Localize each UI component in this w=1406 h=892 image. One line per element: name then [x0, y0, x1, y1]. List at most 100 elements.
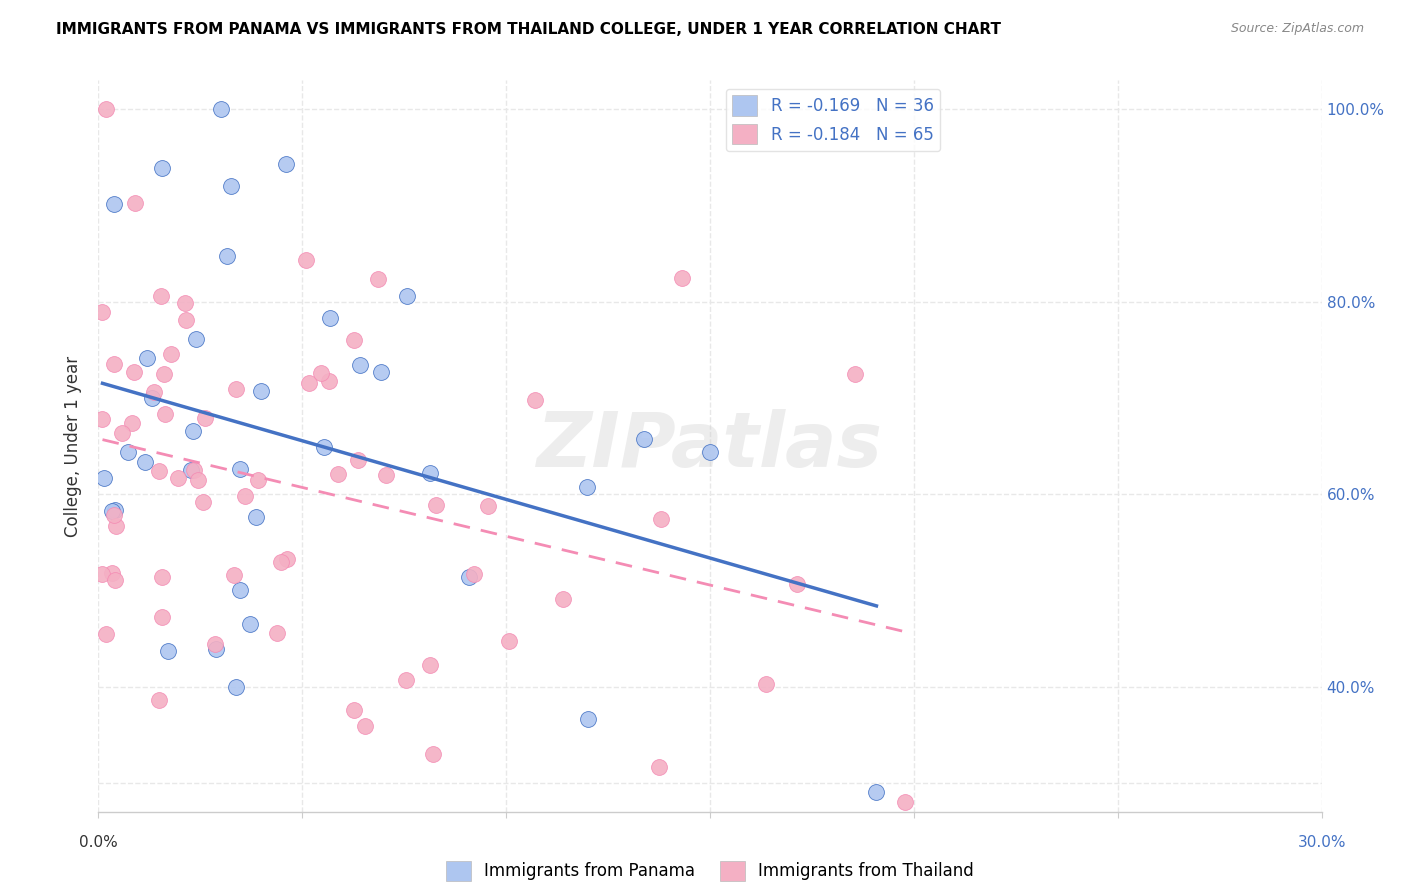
Point	[367, 272, 389, 286]
Point	[247, 473, 270, 487]
Point	[395, 289, 418, 303]
Point	[458, 569, 481, 583]
Point	[121, 416, 143, 430]
Point	[153, 367, 176, 381]
Point	[215, 249, 238, 263]
Point	[124, 195, 146, 210]
Point	[699, 444, 721, 458]
Point	[786, 577, 808, 591]
Text: ZIPatlas: ZIPatlas	[537, 409, 883, 483]
Point	[894, 795, 917, 809]
Point	[153, 407, 176, 421]
Point	[150, 161, 173, 176]
Point	[498, 633, 520, 648]
Text: 0.0%: 0.0%	[79, 836, 118, 850]
Point	[160, 347, 183, 361]
Point	[101, 504, 124, 518]
Point	[209, 102, 232, 116]
Point	[150, 610, 173, 624]
Point	[270, 554, 292, 568]
Point	[274, 157, 297, 171]
Point	[104, 503, 127, 517]
Point	[755, 677, 778, 691]
Y-axis label: College, Under 1 year: College, Under 1 year	[65, 355, 83, 537]
Point	[425, 498, 447, 512]
Point	[187, 473, 209, 487]
Text: Source: ZipAtlas.com: Source: ZipAtlas.com	[1230, 22, 1364, 36]
Point	[91, 566, 114, 581]
Point	[865, 785, 887, 799]
Point	[205, 642, 228, 657]
Point	[176, 313, 198, 327]
Point	[173, 296, 195, 310]
Point	[245, 510, 267, 524]
Point	[194, 410, 217, 425]
Point	[249, 384, 271, 398]
Point	[523, 392, 546, 407]
Point	[576, 712, 599, 726]
Point	[266, 625, 288, 640]
Point	[419, 466, 441, 480]
Legend: Immigrants from Panama, Immigrants from Thailand: Immigrants from Panama, Immigrants from …	[439, 854, 981, 888]
Point	[96, 627, 118, 641]
Point	[374, 467, 396, 482]
Point	[191, 495, 214, 509]
Point	[671, 271, 693, 285]
Point	[312, 441, 335, 455]
Point	[180, 463, 202, 477]
Point	[141, 391, 163, 405]
Point	[229, 583, 252, 598]
Point	[349, 358, 371, 372]
Point	[347, 452, 370, 467]
Point	[101, 566, 124, 581]
Point	[183, 424, 205, 438]
Point	[94, 102, 117, 116]
Point	[343, 333, 366, 347]
Text: IMMIGRANTS FROM PANAMA VS IMMIGRANTS FROM THAILAND COLLEGE, UNDER 1 YEAR CORRELA: IMMIGRANTS FROM PANAMA VS IMMIGRANTS FRO…	[56, 22, 1001, 37]
Point	[183, 462, 205, 476]
Point	[225, 382, 247, 396]
Point	[156, 644, 179, 658]
Point	[370, 365, 392, 379]
Point	[422, 747, 444, 761]
Point	[136, 351, 159, 366]
Point	[647, 760, 669, 774]
Point	[633, 432, 655, 446]
Point	[298, 376, 321, 390]
Point	[222, 568, 245, 582]
Point	[343, 703, 366, 717]
Point	[103, 357, 125, 371]
Point	[91, 305, 114, 319]
Point	[463, 567, 485, 582]
Text: 30.0%: 30.0%	[1298, 836, 1346, 850]
Point	[576, 480, 599, 494]
Point	[233, 490, 256, 504]
Point	[326, 467, 349, 481]
Point	[93, 471, 115, 485]
Point	[104, 573, 127, 587]
Point	[148, 464, 170, 478]
Point	[204, 637, 226, 651]
Point	[103, 197, 125, 211]
Point	[311, 366, 333, 380]
Point	[419, 657, 441, 672]
Point	[295, 252, 318, 267]
Point	[318, 374, 340, 388]
Point	[238, 616, 260, 631]
Point	[228, 462, 250, 476]
Point	[117, 444, 139, 458]
Point	[650, 512, 672, 526]
Point	[276, 552, 298, 566]
Point	[148, 692, 170, 706]
Point	[150, 570, 173, 584]
Point	[142, 385, 165, 400]
Point	[225, 681, 247, 695]
Point	[477, 500, 499, 514]
Point	[186, 332, 208, 346]
Point	[122, 365, 145, 379]
Point	[150, 289, 173, 303]
Point	[354, 719, 377, 733]
Point	[219, 179, 242, 194]
Point	[551, 592, 574, 607]
Point	[319, 311, 342, 326]
